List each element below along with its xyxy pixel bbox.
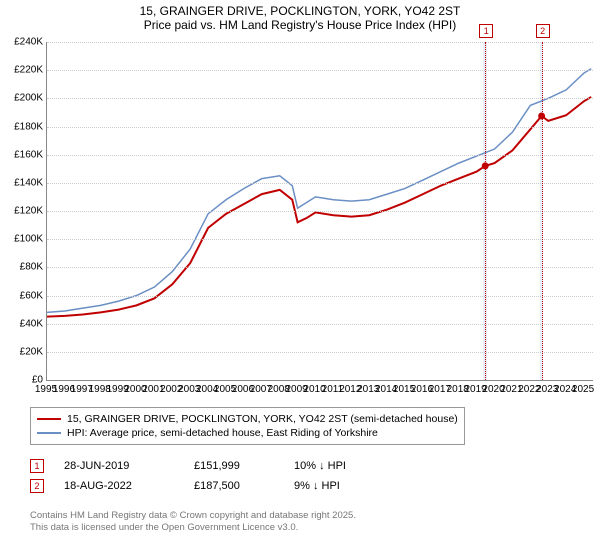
y-tick-label: £220K — [3, 65, 43, 76]
title-line1: 15, GRAINGER DRIVE, POCKLINGTON, YORK, Y… — [0, 4, 600, 18]
sale-marker-icon: 2 — [30, 479, 44, 493]
y-tick-label: £80K — [3, 262, 43, 273]
sale-marker-icon: 1 — [30, 459, 44, 473]
y-tick-label: £20K — [3, 346, 43, 357]
sale-row: 2 18-AUG-2022 £187,500 9% ↓ HPI — [30, 476, 570, 496]
footer-line2: This data is licensed under the Open Gov… — [30, 522, 356, 534]
marker-box: 1 — [479, 24, 493, 38]
chart-container: 15, GRAINGER DRIVE, POCKLINGTON, YORK, Y… — [0, 0, 600, 560]
y-tick-label: £40K — [3, 318, 43, 329]
legend-label: HPI: Average price, semi-detached house,… — [67, 427, 378, 439]
title-block: 15, GRAINGER DRIVE, POCKLINGTON, YORK, Y… — [0, 0, 600, 34]
series-line — [47, 69, 591, 313]
legend-swatch — [37, 418, 61, 420]
x-tick-label: 2025 — [572, 384, 594, 395]
marker-vline — [485, 42, 486, 380]
y-tick-label: £60K — [3, 290, 43, 301]
sale-delta: 9% ↓ HPI — [294, 480, 394, 492]
y-tick-label: £120K — [3, 206, 43, 217]
sale-price: £151,999 — [194, 460, 274, 472]
y-tick-label: £140K — [3, 177, 43, 188]
marker-vline — [542, 42, 543, 380]
y-tick-label: £160K — [3, 149, 43, 160]
sale-delta: 10% ↓ HPI — [294, 460, 394, 472]
footer-line1: Contains HM Land Registry data © Crown c… — [30, 510, 356, 522]
y-tick-label: £100K — [3, 234, 43, 245]
sale-date: 28-JUN-2019 — [64, 460, 174, 472]
title-line2: Price paid vs. HM Land Registry's House … — [0, 18, 600, 32]
y-tick-label: £180K — [3, 121, 43, 132]
sale-price: £187,500 — [194, 480, 274, 492]
footer: Contains HM Land Registry data © Crown c… — [30, 510, 356, 535]
y-tick-label: £200K — [3, 93, 43, 104]
sale-date: 18-AUG-2022 — [64, 480, 174, 492]
sale-row: 1 28-JUN-2019 £151,999 10% ↓ HPI — [30, 456, 570, 476]
legend-swatch — [37, 432, 61, 434]
y-tick-label: £240K — [3, 37, 43, 48]
x-axis-labels: 1995199619971998199920002001200220032004… — [46, 384, 592, 400]
marker-box: 2 — [536, 24, 550, 38]
sales-table: 1 28-JUN-2019 £151,999 10% ↓ HPI 2 18-AU… — [30, 456, 570, 496]
legend: 15, GRAINGER DRIVE, POCKLINGTON, YORK, Y… — [30, 407, 465, 445]
series-line — [47, 97, 591, 317]
legend-row: HPI: Average price, semi-detached house,… — [37, 426, 458, 440]
legend-row: 15, GRAINGER DRIVE, POCKLINGTON, YORK, Y… — [37, 412, 458, 426]
chart-area: £0£20K£40K£60K£80K£100K£120K£140K£160K£1… — [46, 42, 593, 381]
legend-label: 15, GRAINGER DRIVE, POCKLINGTON, YORK, Y… — [67, 413, 458, 425]
